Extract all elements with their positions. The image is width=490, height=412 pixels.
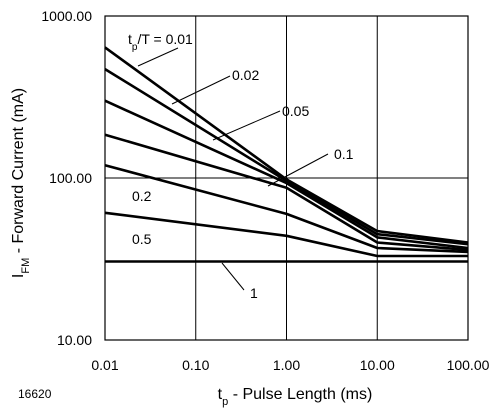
y-tick-label: 100.00 <box>49 170 92 186</box>
series-line <box>104 163 469 254</box>
x-tick-label: 10.00 <box>360 357 395 373</box>
leader-line <box>137 47 179 67</box>
curve-label: 1 <box>250 285 258 301</box>
curve-labels: tp/T = 0.01 0.02 0.05 0.1 0.2 0.5 1 <box>128 31 354 301</box>
leader-line <box>267 153 329 187</box>
curve-label: 0.05 <box>282 103 309 119</box>
curve-label: tp/T = 0.01 <box>128 31 193 53</box>
x-tick-labels: 0.01 0.10 1.00 10.00 100.00 <box>91 357 489 373</box>
y-tick-labels: 10.00 100.00 1000.00 <box>41 8 92 348</box>
series-line <box>104 133 469 252</box>
curve-label: 0.02 <box>232 67 259 83</box>
x-axis-title: tp - Pulse Length (ms) <box>218 386 373 408</box>
y-tick-label: 1000.00 <box>41 8 92 24</box>
series-line <box>104 46 469 244</box>
x-tick-label: 0.01 <box>91 357 118 373</box>
curve-label: 0.2 <box>132 188 152 204</box>
x-tick-label: 1.00 <box>273 357 300 373</box>
x-tick-label: 100.00 <box>447 357 490 373</box>
y-axis-title: IFM - Forward Current (mA) <box>10 88 32 278</box>
curve-label: 0.1 <box>334 146 354 162</box>
y-tick-label: 10.00 <box>57 332 92 348</box>
series-line <box>104 99 469 250</box>
series-line <box>104 67 469 246</box>
plot-frame <box>104 15 469 341</box>
figure-id: 16620 <box>18 387 52 401</box>
series-line <box>104 211 468 258</box>
curve-label: 0.5 <box>132 231 152 247</box>
series-lines <box>104 46 469 263</box>
x-tick-label: 0.10 <box>182 357 209 373</box>
leader-line <box>171 75 231 105</box>
leader-lines <box>137 47 329 291</box>
leader-line <box>221 262 245 291</box>
leader-line <box>212 110 281 141</box>
